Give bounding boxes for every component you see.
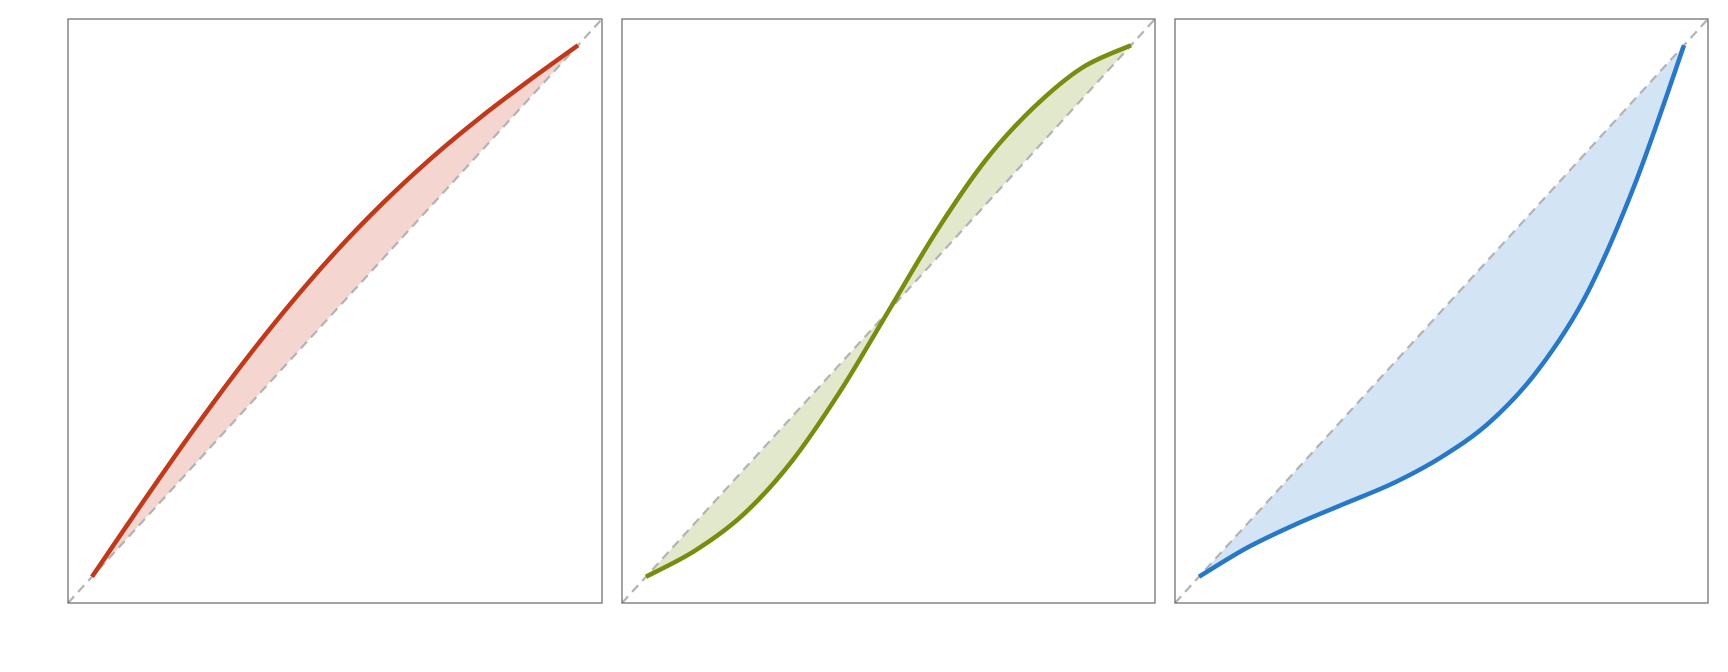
line xyxy=(644,43,1132,579)
line xyxy=(1197,44,1687,579)
line xyxy=(90,43,580,578)
panel-frame xyxy=(67,18,603,604)
diagonal xyxy=(1174,18,1709,604)
panel-frame xyxy=(621,18,1156,604)
panel-frame xyxy=(1174,18,1709,604)
diagonal xyxy=(67,18,603,604)
